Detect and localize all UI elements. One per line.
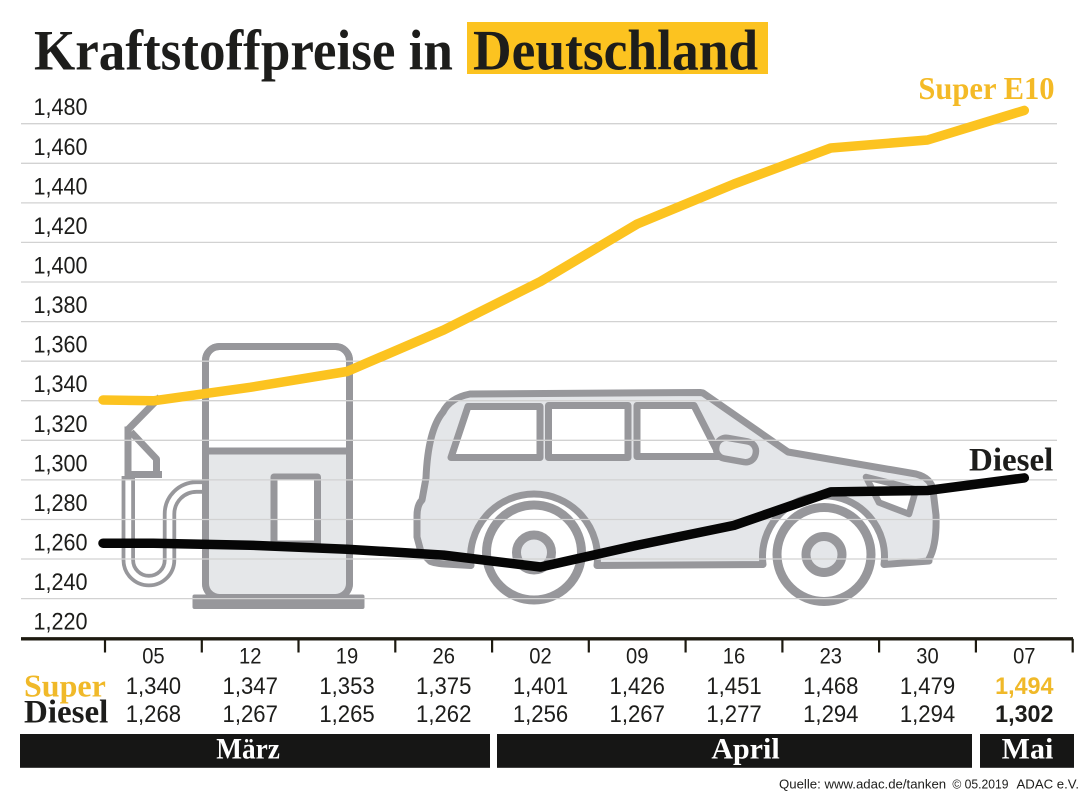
- svg-text:1,360: 1,360: [33, 331, 87, 358]
- svg-text:Diesel: Diesel: [969, 443, 1053, 479]
- svg-text:Kraftstoffpreise in: Kraftstoffpreise in: [34, 19, 453, 82]
- svg-text:07: 07: [1013, 643, 1035, 668]
- svg-text:ADAC e.V.: ADAC e.V.: [1017, 777, 1080, 792]
- svg-text:23: 23: [820, 643, 842, 668]
- svg-text:09: 09: [626, 643, 648, 668]
- svg-text:1,267: 1,267: [223, 700, 278, 727]
- svg-text:1,277: 1,277: [706, 700, 761, 727]
- svg-text:Super: Super: [24, 667, 106, 703]
- svg-text:1,220: 1,220: [33, 608, 87, 635]
- svg-text:16: 16: [723, 643, 745, 668]
- svg-text:1,494: 1,494: [995, 673, 1053, 699]
- svg-text:Mai: Mai: [1002, 733, 1054, 766]
- svg-text:1,375: 1,375: [416, 672, 471, 699]
- svg-text:1,480: 1,480: [33, 93, 87, 120]
- svg-text:Diesel: Diesel: [24, 695, 108, 731]
- svg-text:1,340: 1,340: [126, 672, 181, 699]
- svg-text:1,340: 1,340: [33, 370, 87, 397]
- svg-text:1,320: 1,320: [33, 410, 87, 437]
- svg-text:30: 30: [916, 643, 939, 668]
- svg-text:1,347: 1,347: [223, 672, 278, 699]
- svg-text:1,265: 1,265: [319, 700, 374, 727]
- svg-text:1,294: 1,294: [803, 700, 859, 727]
- svg-text:© 05.2019: © 05.2019: [952, 777, 1008, 792]
- svg-text:12: 12: [239, 643, 261, 668]
- svg-text:1,468: 1,468: [803, 672, 858, 699]
- svg-text:1,426: 1,426: [610, 672, 665, 699]
- svg-text:1,479: 1,479: [900, 672, 955, 699]
- svg-text:1,240: 1,240: [33, 568, 87, 595]
- svg-text:1,294: 1,294: [900, 700, 956, 727]
- svg-text:Deutschland: Deutschland: [473, 19, 758, 82]
- svg-text:1,302: 1,302: [995, 701, 1053, 727]
- svg-text:1,280: 1,280: [33, 489, 87, 516]
- svg-text:1,401: 1,401: [513, 672, 568, 699]
- svg-text:Quelle: www.adac.de/tanken: Quelle: www.adac.de/tanken: [779, 777, 946, 792]
- svg-text:1,260: 1,260: [33, 528, 87, 555]
- svg-text:1,267: 1,267: [610, 700, 665, 727]
- svg-text:26: 26: [432, 643, 454, 668]
- svg-text:1,440: 1,440: [33, 172, 87, 199]
- svg-text:1,268: 1,268: [126, 700, 181, 727]
- svg-text:1,460: 1,460: [33, 133, 87, 160]
- svg-text:März: März: [216, 732, 280, 765]
- svg-text:1,256: 1,256: [513, 700, 568, 727]
- svg-text:1,262: 1,262: [416, 700, 471, 727]
- svg-text:April: April: [711, 733, 779, 766]
- svg-text:1,420: 1,420: [33, 212, 87, 239]
- svg-text:Super E10: Super E10: [918, 71, 1054, 107]
- svg-text:1,400: 1,400: [33, 251, 87, 278]
- svg-text:1,300: 1,300: [33, 449, 87, 476]
- svg-text:19: 19: [336, 643, 358, 668]
- svg-text:1,451: 1,451: [706, 672, 761, 699]
- svg-text:05: 05: [142, 643, 164, 668]
- svg-text:1,380: 1,380: [33, 291, 87, 318]
- svg-text:02: 02: [529, 643, 551, 668]
- svg-text:1,353: 1,353: [319, 672, 374, 699]
